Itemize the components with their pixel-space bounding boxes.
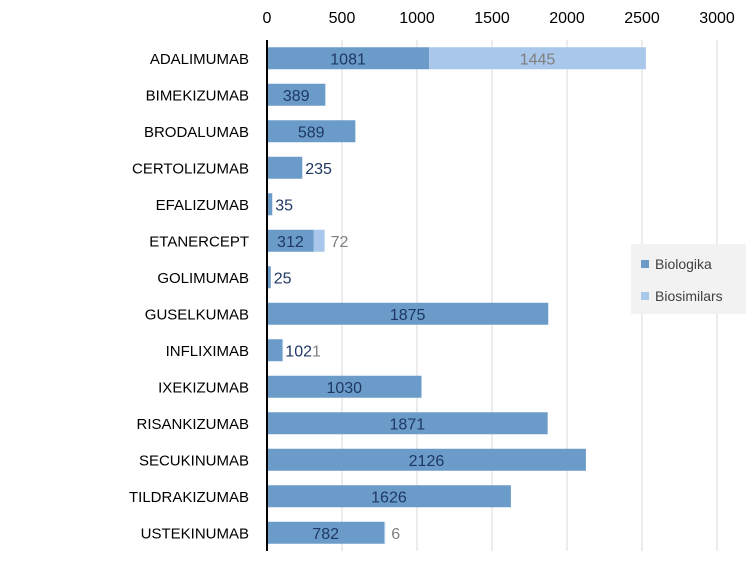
data-label-biologika-certolizumab: 235 <box>305 161 332 178</box>
category-label-golimumab: GOLIMUMAB <box>157 270 249 287</box>
bar-biologika-adalimumab <box>267 47 430 70</box>
category-label-certolizumab: CERTOLIZUMAB <box>132 160 249 177</box>
category-label-secukinumab: SECUKINUMAB <box>139 452 249 469</box>
bar-biologika-brodalumab <box>267 120 356 143</box>
bar-biologika-efalizumab <box>267 193 273 216</box>
legend-label-biologika: Biologika <box>655 256 712 272</box>
legend-swatch-biologika <box>641 260 649 268</box>
bar-biosimilars-infliximab <box>282 339 284 362</box>
x-tick-label: 0 <box>263 10 272 27</box>
data-label-biologika-golimumab: 25 <box>274 270 292 287</box>
x-tick-label: 3000 <box>699 10 735 27</box>
data-label-biosimilars-etanercept: 72 <box>331 234 349 251</box>
x-tick-label: 1500 <box>474 10 510 27</box>
data-label-biosimilars-ustekinumab: 6 <box>391 526 400 543</box>
data-label-biosimilars-adalimumab: 1445 <box>520 51 556 68</box>
category-label-risankizumab: RISANKIZUMAB <box>136 416 249 433</box>
data-label-biologika-ustekinumab: 782 <box>312 526 339 543</box>
category-label-efalizumab: EFALIZUMAB <box>156 197 249 214</box>
legend-item-biologika: Biologika <box>641 254 712 274</box>
data-label-biologika-risankizumab: 1871 <box>390 416 426 433</box>
data-labels: 1081 1445 389 589 235 35 312 72 25 1875 102 1 1030 18… <box>274 51 556 543</box>
legend-swatch-biosimilars <box>641 292 649 300</box>
data-label-biologika-ixekizumab: 1030 <box>326 380 362 397</box>
bar-biologika-ustekinumab <box>267 521 385 544</box>
bar-biologika-secukinumab <box>267 448 586 471</box>
data-label-biologika-etanercept: 312 <box>277 234 304 251</box>
bar-biologika-certolizumab <box>267 156 303 179</box>
bar-biologika-ixekizumab <box>267 375 422 398</box>
legend: Biologika Biosimilars <box>631 244 746 314</box>
data-label-biologika-brodalumab: 589 <box>298 124 325 141</box>
data-label-biologika-secukinumab: 2126 <box>409 453 445 470</box>
legend-item-biosimilars: Biosimilars <box>641 286 723 306</box>
bar-biologika-guselkumab <box>267 302 549 325</box>
data-label-biologika-guselkumab: 1875 <box>390 307 426 324</box>
bar-biologika-bimekizumab <box>267 83 326 106</box>
bar-biologika-etanercept <box>267 229 314 252</box>
legend-label-biosimilars: Biosimilars <box>655 288 723 304</box>
data-label-biologika-infliximab: 102 <box>285 343 312 360</box>
category-label-ixekizumab: IXEKIZUMAB <box>158 379 249 396</box>
data-label-biologika-efalizumab: 35 <box>275 197 293 214</box>
bar-biologika-golimumab <box>267 266 271 289</box>
category-labels: ADALIMUMAB BIMEKIZUMAB BRODALUMAB CERTOLIZU… <box>129 51 249 543</box>
x-axis-tick-labels: 0 500 1000 1500 2000 2500 3000 <box>263 10 735 27</box>
bar-biologika-risankizumab <box>267 412 548 435</box>
category-label-ustekinumab: USTEKINUMAB <box>141 525 249 542</box>
x-tick-label: 2500 <box>624 10 660 27</box>
bar-biosimilars-etanercept <box>313 229 325 252</box>
data-label-biologika-adalimumab: 1081 <box>330 51 366 68</box>
bar-biosimilars-adalimumab <box>429 47 646 70</box>
category-label-infliximab: INFLIXIMAB <box>166 343 249 360</box>
x-tick-label: 500 <box>329 10 356 27</box>
bar-biologika-infliximab <box>267 339 283 362</box>
x-tick-label: 1000 <box>399 10 435 27</box>
data-label-biosimilars-infliximab: 1 <box>312 343 321 360</box>
category-label-bimekizumab: BIMEKIZUMAB <box>146 87 249 104</box>
category-label-etanercept: ETANERCEPT <box>149 233 249 250</box>
category-label-tildrakizumab: TILDRAKIZUMAB <box>129 489 249 506</box>
category-label-guselkumab: GUSELKUMAB <box>145 306 249 323</box>
data-label-biologika-tildrakizumab: 1626 <box>371 489 407 506</box>
bar-biosimilars-ustekinumab <box>384 521 386 544</box>
category-label-brodalumab: BRODALUMAB <box>144 124 249 141</box>
bars <box>267 47 646 544</box>
category-label-adalimumab: ADALIMUMAB <box>150 51 249 68</box>
bar-biologika-tildrakizumab <box>267 485 511 508</box>
x-tick-label: 2000 <box>549 10 585 27</box>
data-label-biologika-bimekizumab: 389 <box>283 88 310 105</box>
